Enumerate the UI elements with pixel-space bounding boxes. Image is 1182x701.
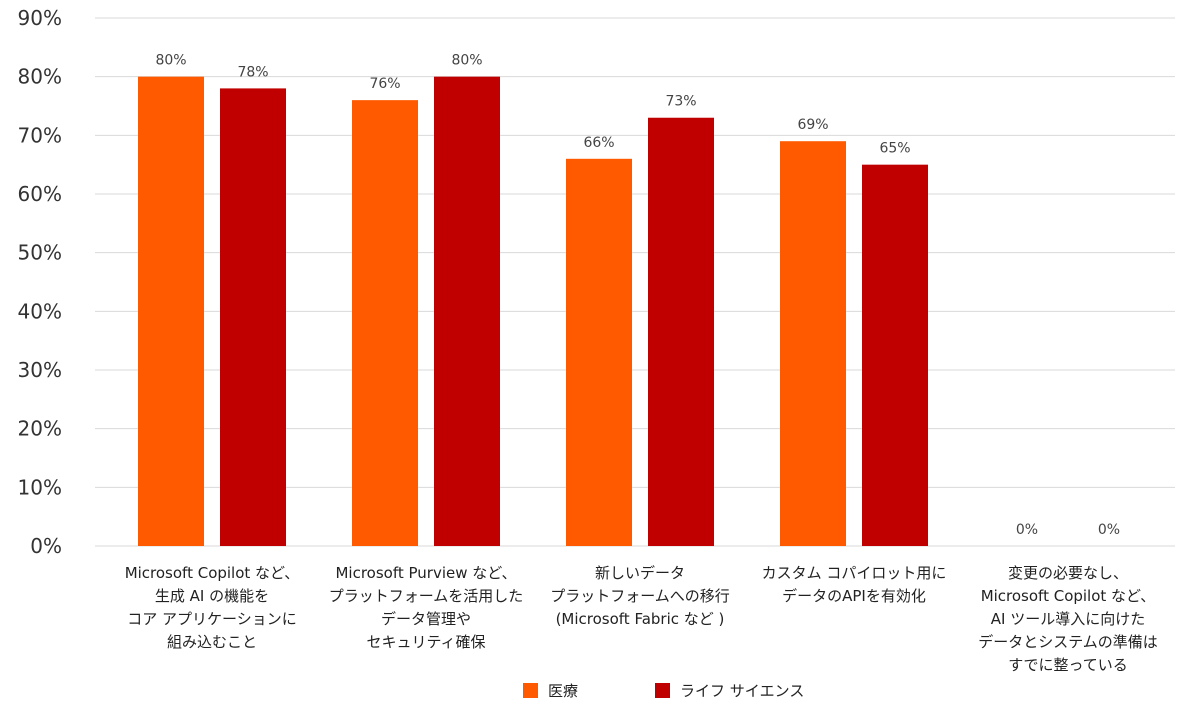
x-category-label-line: プラットフォームへの移行 (550, 587, 730, 605)
legend-item: 医療 (523, 680, 578, 701)
x-category-label-line: データのAPIを有効化 (782, 587, 926, 605)
y-tick-label: 60% (18, 182, 62, 206)
data-label: 80% (155, 53, 186, 69)
y-tick-label: 20% (18, 417, 62, 441)
data-label: 73% (665, 94, 696, 110)
legend-label: 医療 (548, 682, 579, 700)
x-category-label-line: 生成 AI の機能を (154, 587, 270, 605)
data-label: 80% (451, 53, 482, 69)
bar (566, 158, 632, 547)
x-category-label-line: 組み込むこと (166, 633, 257, 651)
y-axis-tick-labels: 0% 10% 20% 30% 40% 50% 60% 70% 80% 90% (18, 6, 62, 558)
bar (434, 76, 500, 547)
y-tick-label: 40% (18, 299, 62, 323)
bars (138, 76, 928, 547)
legend-swatch (655, 683, 670, 698)
x-category-label: Microsoft Copilot など、 生成 AI の機能をコア アプリケーシ… (107, 562, 317, 654)
y-tick-label: 0% (30, 534, 62, 558)
x-category-label: カスタム コパイロット用に データのAPIを有効化 (749, 562, 959, 608)
legend-item: ライフ サイエンス (655, 680, 804, 701)
legend-swatch (523, 683, 538, 698)
x-category-label-line: カスタム コパイロット用に (761, 564, 947, 582)
x-category-label-line: データとシステムの準備は (978, 633, 1158, 651)
data-label: 66% (583, 135, 614, 151)
x-category-label-line: コア アプリケーションに (127, 610, 297, 628)
x-category-label-line: セキュリティ確保 (366, 633, 486, 651)
data-label: 0% (1098, 522, 1120, 538)
legend-label: ライフ サイエンス (680, 682, 805, 700)
x-category-label-line: プラットフォームを活用した (328, 587, 524, 605)
bar (138, 76, 204, 547)
x-category-label: 変更の必要なし、 Microsoft Copilot など、 AI ツール導入に向け… (963, 562, 1173, 677)
x-category-label-line: Microsoft Purview など、 (335, 564, 517, 582)
data-label: 76% (369, 76, 400, 92)
data-labels: 80% 78% 76% 80% 66% 73% 69% 65% 0% 0% (155, 53, 1120, 538)
x-category-label-line: 変更の必要なし、 (1007, 564, 1128, 582)
y-tick-label: 70% (18, 123, 62, 147)
x-category-label-line: Microsoft Copilot など、 (980, 587, 1156, 605)
x-category-label-line: 新しいデータ (594, 564, 685, 582)
y-tick-label: 80% (18, 65, 62, 89)
bar (862, 164, 928, 546)
y-tick-label: 50% (18, 241, 62, 265)
x-category-label-line: データ管理や (380, 610, 471, 628)
bar (648, 117, 714, 546)
data-label: 65% (879, 141, 910, 157)
bar (352, 100, 418, 546)
x-category-label: Microsoft Purview など、 プラットフォームを活用した データ管理や… (321, 562, 531, 654)
x-category-label-line: (Microsoft Fabric など ) (555, 610, 725, 628)
bar (780, 141, 846, 546)
data-label: 78% (237, 64, 268, 80)
y-tick-label: 90% (18, 6, 62, 30)
x-category-label-line: AI ツール導入に向けた (990, 610, 1146, 628)
legend: 医療 ライフ サイエンス (0, 680, 1182, 700)
data-label: 0% (1016, 522, 1038, 538)
x-category-label-line: Microsoft Copilot など、 (124, 564, 300, 582)
y-tick-label: 10% (18, 475, 62, 499)
data-label: 69% (797, 117, 828, 133)
x-category-label-line: すでに整っている (1008, 656, 1128, 674)
x-category-label: 新しいデータプラットフォームへの移行 (Microsoft Fabric など ) (535, 562, 745, 631)
y-tick-label: 30% (18, 358, 62, 382)
bar (220, 88, 286, 547)
